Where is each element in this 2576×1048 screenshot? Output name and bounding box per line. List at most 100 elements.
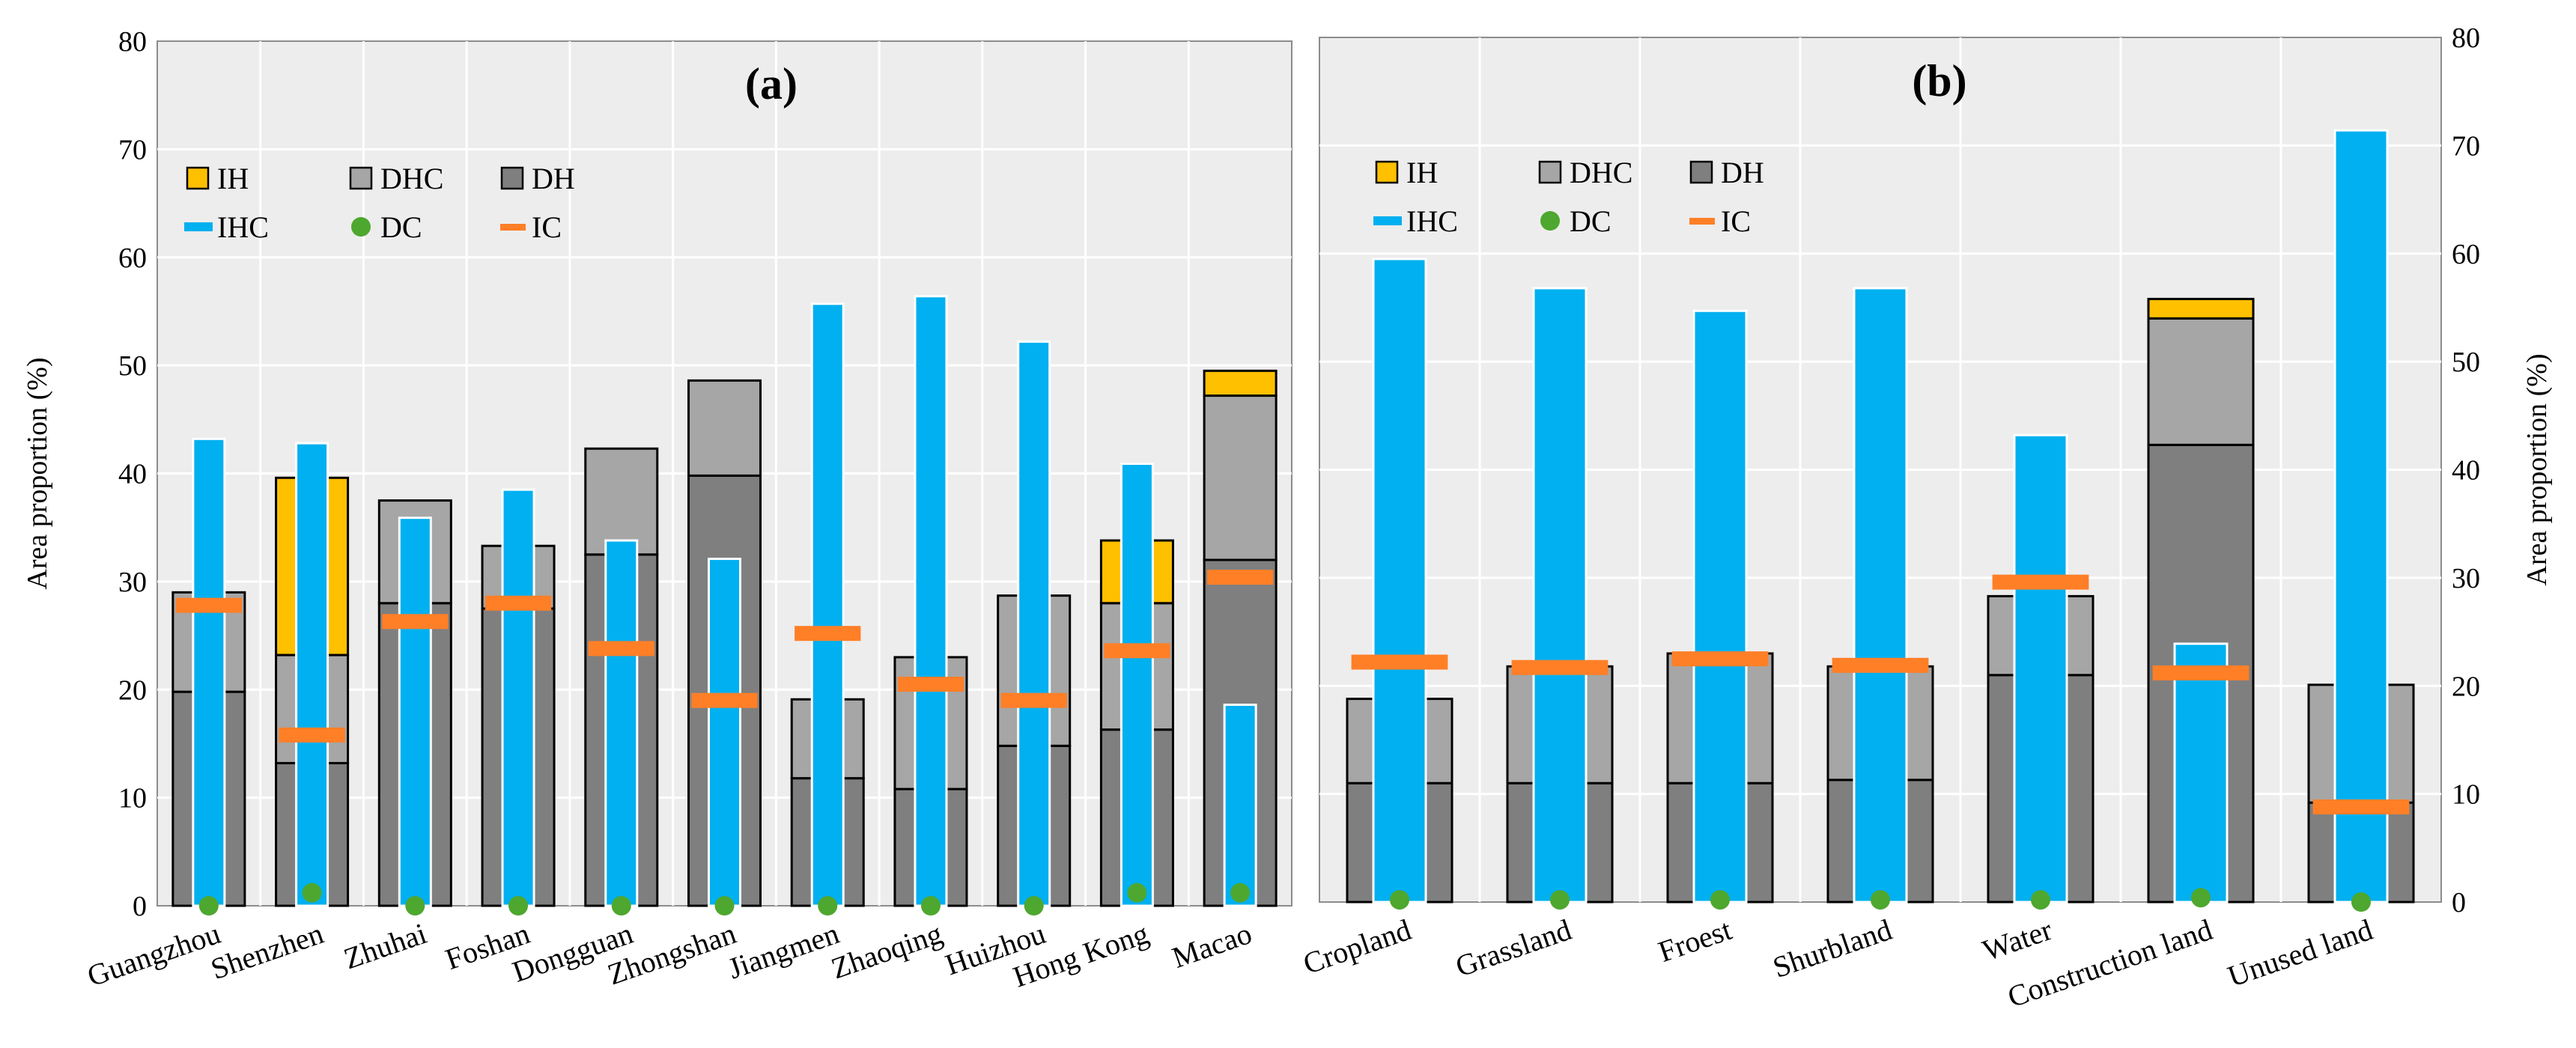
legend-label: DC: [380, 210, 422, 244]
legend-item-dhc: DHC: [349, 162, 443, 195]
x-tick-label: Water: [1978, 913, 2056, 967]
ih-bar: [2147, 297, 2255, 320]
legend-item-ih: IH: [186, 162, 249, 195]
legend-item-ihc: IHC: [1373, 204, 1458, 238]
legend-label: DHC: [1570, 156, 1632, 189]
ihc-bar: [1372, 258, 1427, 904]
ic-marker: [175, 597, 243, 613]
y-tick-label: 30: [2452, 563, 2480, 594]
panel-title: (b): [1912, 56, 1966, 106]
ihc-bar: [501, 488, 535, 907]
y-tick-label: 50: [2452, 347, 2480, 378]
legend-item-dhc: DHC: [1538, 156, 1632, 189]
x-tick-label: Unused land: [2223, 913, 2377, 993]
ihc-bar: [2013, 433, 2068, 904]
legend-label: DC: [1570, 204, 1611, 238]
legend-item-ihc: IHC: [184, 210, 269, 244]
y-tick-label: 40: [118, 459, 147, 490]
legend-item-dc: DC: [1540, 204, 1611, 238]
legend-swatch: [1540, 211, 1560, 231]
dc-marker: [198, 896, 219, 916]
dc-marker: [1390, 890, 1409, 910]
y-tick-label: 60: [118, 243, 147, 274]
ic-marker: [2152, 665, 2250, 680]
dc-marker: [714, 896, 735, 916]
legend-label: IC: [532, 210, 562, 244]
ihc-bar: [1853, 287, 1908, 904]
ihc-bar: [1532, 287, 1588, 904]
x-tick-label: Grassland: [1451, 913, 1576, 984]
legend-label: DH: [532, 162, 575, 195]
dc-marker: [1550, 890, 1570, 910]
dc-marker: [1710, 890, 1730, 910]
ihc-bar: [192, 437, 226, 907]
x-tick-label: Froest: [1654, 913, 1736, 969]
legend-item-ic: IC: [500, 210, 562, 244]
dhc-bar: [1203, 394, 1278, 561]
y-tick-label: 80: [2452, 22, 2480, 54]
ih-bar: [1203, 369, 1278, 397]
dc-marker: [1127, 883, 1147, 903]
ic-marker: [1992, 574, 2089, 590]
y-tick-label: 50: [118, 350, 147, 382]
ihc-bar: [914, 295, 948, 907]
dhc-bar: [2147, 317, 2255, 446]
legend-label: DHC: [380, 162, 443, 195]
ic-marker: [691, 692, 758, 708]
ic-marker: [279, 727, 345, 743]
legend-label: IH: [1406, 156, 1438, 189]
ic-marker: [897, 677, 965, 692]
legend-swatch: [351, 217, 371, 237]
dc-marker: [405, 896, 425, 916]
legend-swatch: [186, 166, 210, 190]
y-tick-label: 40: [2452, 455, 2480, 487]
y-tick-label: 0: [2452, 887, 2466, 918]
legend-label: IHC: [1406, 204, 1458, 238]
ihc-bar: [810, 302, 845, 907]
legend-item-dh: DH: [1689, 156, 1764, 189]
ihc-bar: [2333, 129, 2389, 904]
ic-marker: [1000, 692, 1067, 708]
y-axis-label: Area proportion (%): [2521, 353, 2553, 585]
legend-swatch: [1689, 218, 1715, 225]
dhc-bar: [584, 447, 659, 556]
x-tick-label: Cropland: [1299, 913, 1415, 981]
ic-marker: [484, 595, 552, 611]
x-tick-label: Shenzhen: [207, 916, 328, 986]
y-tick-label: 70: [2452, 130, 2480, 162]
y-tick-label: 80: [118, 26, 147, 58]
y-axis-label: Area proportion (%): [22, 357, 53, 589]
legend-swatch: [500, 166, 524, 190]
ic-marker: [1206, 570, 1274, 585]
legend-swatch: [1373, 216, 1402, 225]
legend-swatch: [500, 224, 526, 231]
legend-item-dc: DC: [351, 210, 422, 244]
legend-label: DH: [1721, 156, 1764, 189]
dc-marker: [611, 896, 631, 916]
dc-marker: [1871, 890, 1890, 910]
y-tick-label: 0: [133, 891, 147, 922]
ihc-bar: [1017, 340, 1051, 907]
legend-label: IC: [1721, 204, 1751, 238]
y-tick-label: 60: [2452, 239, 2480, 270]
dc-marker: [2351, 892, 2371, 912]
ihc-bar: [2173, 642, 2229, 904]
y-tick-label: 10: [2452, 779, 2480, 811]
ic-marker: [795, 626, 861, 642]
ic-marker: [382, 614, 449, 630]
ihc-bar: [1692, 309, 1748, 904]
ihc-bar: [398, 517, 432, 907]
legend-item-ic: IC: [1689, 204, 1751, 238]
x-tick-label: Guangzhou: [83, 916, 225, 993]
x-tick-label: Jiangmen: [724, 916, 844, 985]
dc-marker: [818, 896, 838, 916]
ihc-bar: [1223, 703, 1257, 907]
ic-marker: [1351, 654, 1448, 670]
legend-swatch: [184, 222, 213, 231]
dc-marker: [302, 883, 322, 903]
dc-marker: [920, 896, 941, 916]
dhc-bar: [687, 379, 762, 477]
y-tick-label: 30: [118, 567, 147, 598]
x-tick-label: Zhaoqing: [827, 916, 947, 985]
